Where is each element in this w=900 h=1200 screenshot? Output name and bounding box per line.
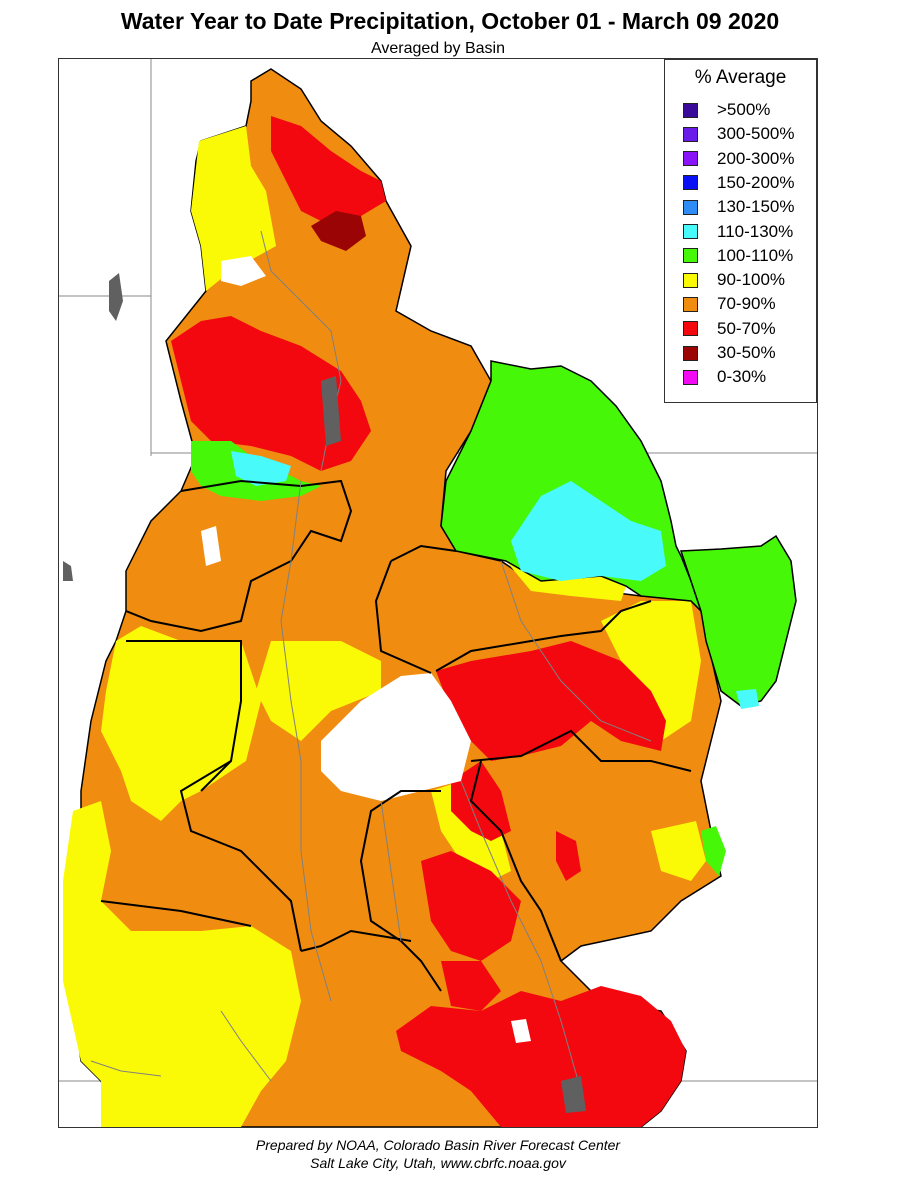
- basin-110-130-east-spot: [736, 689, 759, 709]
- legend-swatch: [683, 151, 698, 167]
- basin-50-70-north: [271, 116, 386, 226]
- basin-100-110-se: [701, 826, 726, 876]
- legend-item: 110-130%: [683, 222, 793, 242]
- basin-50-70-southern: [396, 986, 686, 1127]
- credits-line-2: Salt Lake City, Utah, www.cbrfc.noaa.gov: [310, 1155, 566, 1171]
- legend-item: 90-100%: [683, 270, 785, 290]
- basin-100-110-east: [679, 534, 797, 707]
- legend-swatch: [683, 126, 698, 142]
- legend-swatch: [683, 224, 698, 239]
- basin-50-70-south2: [421, 851, 521, 961]
- basin-50-70-east-spot: [556, 831, 581, 881]
- no-data-spot1: [201, 526, 221, 566]
- legend-swatch: [683, 272, 698, 288]
- legend-swatch: [683, 296, 698, 312]
- legend-label: 300-500%: [717, 124, 795, 144]
- map-title: Water Year to Date Precipitation, Octobe…: [120, 8, 780, 34]
- legend-label: 200-300%: [717, 148, 795, 168]
- legend-item: 130-150%: [683, 197, 795, 217]
- basin-90-100-se: [651, 821, 706, 881]
- legend-label: 150-200%: [717, 172, 795, 192]
- basin-90-100-ne-strip: [506, 561, 626, 601]
- basin-90-100-north: [191, 126, 276, 291]
- legend-item: 70-90%: [683, 294, 776, 314]
- legend-label: 30-50%: [717, 343, 776, 362]
- legend-label: 100-110%: [717, 245, 794, 265]
- legend-label: 130-150%: [717, 197, 795, 217]
- legend-swatch: [683, 369, 698, 385]
- legend-item: 300-500%: [683, 124, 795, 144]
- legend-item: 100-110%: [683, 246, 793, 266]
- legend-item: 50-70%: [683, 319, 776, 339]
- legend-item: 200-300%: [683, 149, 795, 169]
- basin-110-130-west: [231, 451, 291, 486]
- basin-50-70-central: [436, 641, 666, 761]
- basin-50-70-south3: [441, 961, 501, 1011]
- no-data-north: [221, 256, 266, 286]
- legend-item: 0-30%: [683, 367, 766, 387]
- legend-label: 50-70%: [717, 318, 776, 338]
- basin-50-70-south1: [451, 761, 511, 841]
- basin-30-50: [311, 211, 366, 251]
- no-data-spot2: [511, 1019, 531, 1043]
- lakes: [63, 273, 586, 1113]
- legend: % Average >500% 300-500% 200-300% 150-200% 1…: [664, 59, 817, 403]
- basin-90-100-sw: [63, 801, 301, 1127]
- legend-swatch: [683, 102, 698, 118]
- credits: Prepared by NOAA, Colorado Basin River F…: [0, 1136, 876, 1172]
- legend-title: % Average: [694, 67, 787, 88]
- legend-item: >500%: [683, 100, 770, 120]
- legend-swatch: [683, 321, 698, 337]
- legend-label: 0-30%: [717, 367, 767, 387]
- basin-110-130-ne: [511, 481, 666, 581]
- legend-swatch: [683, 248, 698, 264]
- no-data-central: [321, 673, 471, 801]
- basin-map-svg: [59, 59, 817, 1127]
- basin-90-100-east: [601, 601, 701, 741]
- legend-label: 110-130%: [717, 221, 794, 241]
- basin-90-100-center: [256, 641, 381, 741]
- legend-swatch: [683, 345, 698, 361]
- credits-line-1: Prepared by NOAA, Colorado Basin River F…: [255, 1137, 621, 1153]
- basin-boundaries: [100, 479, 692, 992]
- legend-label: 90-100%: [717, 270, 786, 290]
- legend-label: >500%: [717, 100, 771, 119]
- legend-label: 70-90%: [717, 294, 776, 314]
- legend-item: 30-50%: [683, 343, 776, 363]
- legend-item: 150-200%: [683, 173, 795, 193]
- map-subtitle: Averaged by Basin: [370, 40, 505, 57]
- legend-swatch: [683, 175, 698, 191]
- legend-swatch: [683, 199, 698, 215]
- basin-50-70-upper: [171, 316, 371, 471]
- rivers: [90, 230, 652, 1092]
